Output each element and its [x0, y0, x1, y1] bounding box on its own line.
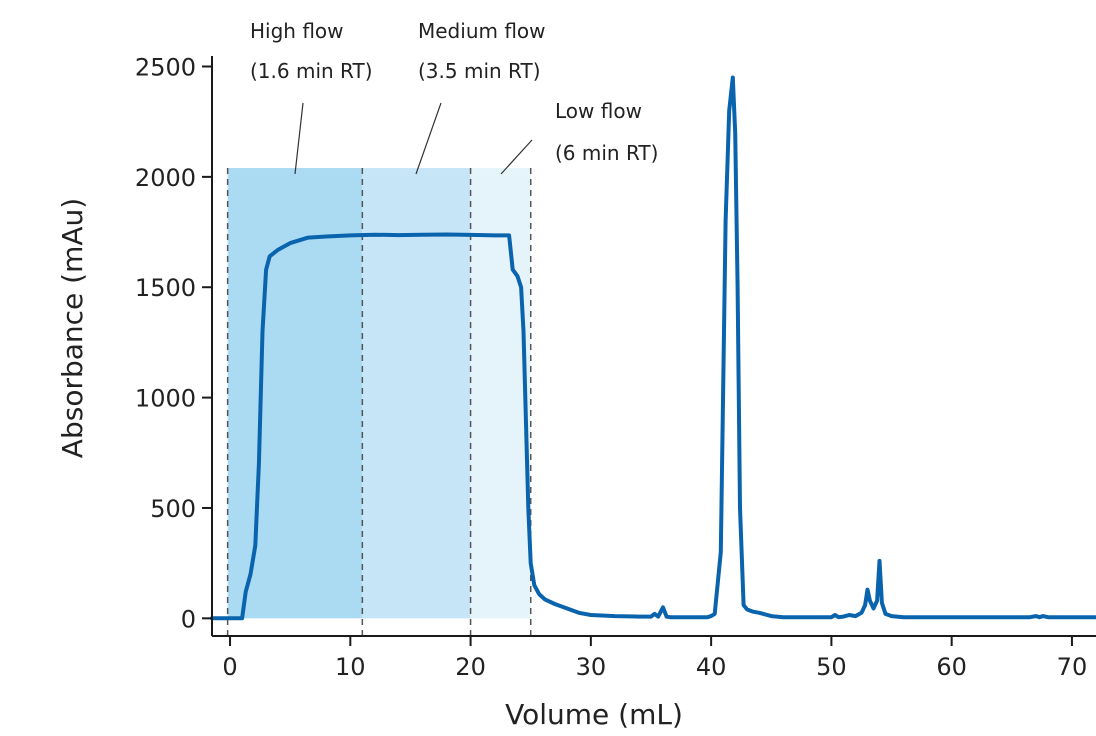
x-tick-label-40: 40	[696, 653, 727, 681]
y-tick-label-0: 0	[181, 605, 196, 633]
annotation-high-flow-label: High flow	[250, 19, 344, 43]
x-tick-label-70: 70	[1057, 653, 1088, 681]
annotation-high-flow-sublabel: (1.6 min RT)	[250, 59, 373, 83]
flow-annotations: High flow (1.6 min RT) Medium flow (3.5 min…	[250, 19, 658, 175]
axes: 0 500 1000 1500 2000 2500 0 10 20 30 40 50 60 70	[135, 53, 1096, 681]
annotation-medium-flow-sublabel: (3.5 min RT)	[418, 59, 541, 83]
x-tick-label-60: 60	[936, 653, 967, 681]
region-medium-flow	[362, 168, 471, 619]
annotation-low-flow-leader	[500, 139, 533, 175]
y-tick-label-1000: 1000	[135, 385, 196, 413]
y-tick-label-2500: 2500	[135, 53, 196, 81]
annotation-low-flow-sublabel: (6 min RT)	[555, 141, 658, 165]
annotation-low-flow-label: Low flow	[555, 99, 642, 123]
y-tick-label-1500: 1500	[135, 274, 196, 302]
annotation-medium-flow-label: Medium flow	[418, 19, 546, 43]
y-tick-label-2000: 2000	[135, 164, 196, 192]
x-tick-label-20: 20	[455, 653, 486, 681]
y-tick-label-500: 500	[150, 495, 196, 523]
region-low-flow	[470, 168, 531, 619]
series-line-absorbance	[210, 75, 1096, 621]
x-tick-label-30: 30	[576, 653, 607, 681]
x-tick-label-10: 10	[335, 653, 366, 681]
y-axis-title: Absorbance (mAu)	[56, 198, 89, 458]
series-layer	[210, 75, 1096, 621]
annotation-medium-flow-leader	[415, 102, 442, 175]
annotation-high-flow-leader	[294, 102, 304, 175]
x-axis-title: Volume (mL)	[505, 698, 683, 731]
x-tick-label-50: 50	[816, 653, 847, 681]
x-tick-label-0: 0	[222, 653, 237, 681]
